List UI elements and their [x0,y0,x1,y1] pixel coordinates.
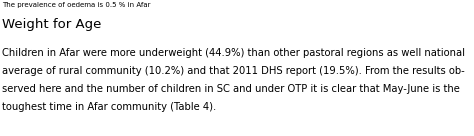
Text: The prevalence of oedema is 0.5 % in Afar: The prevalence of oedema is 0.5 % in Afa… [2,2,151,8]
Text: served here and the number of children in SC and under OTP it is clear that May-: served here and the number of children i… [2,84,460,94]
Text: toughest time in Afar community (Table 4).: toughest time in Afar community (Table 4… [2,102,216,112]
Text: average of rural community (10.2%) and that 2011 DHS report (19.5%). From the re: average of rural community (10.2%) and t… [2,66,465,76]
Text: Weight for Age: Weight for Age [2,18,101,31]
Text: Children in Afar were more underweight (44.9%) than other pastoral regions as we: Children in Afar were more underweight (… [2,48,465,58]
